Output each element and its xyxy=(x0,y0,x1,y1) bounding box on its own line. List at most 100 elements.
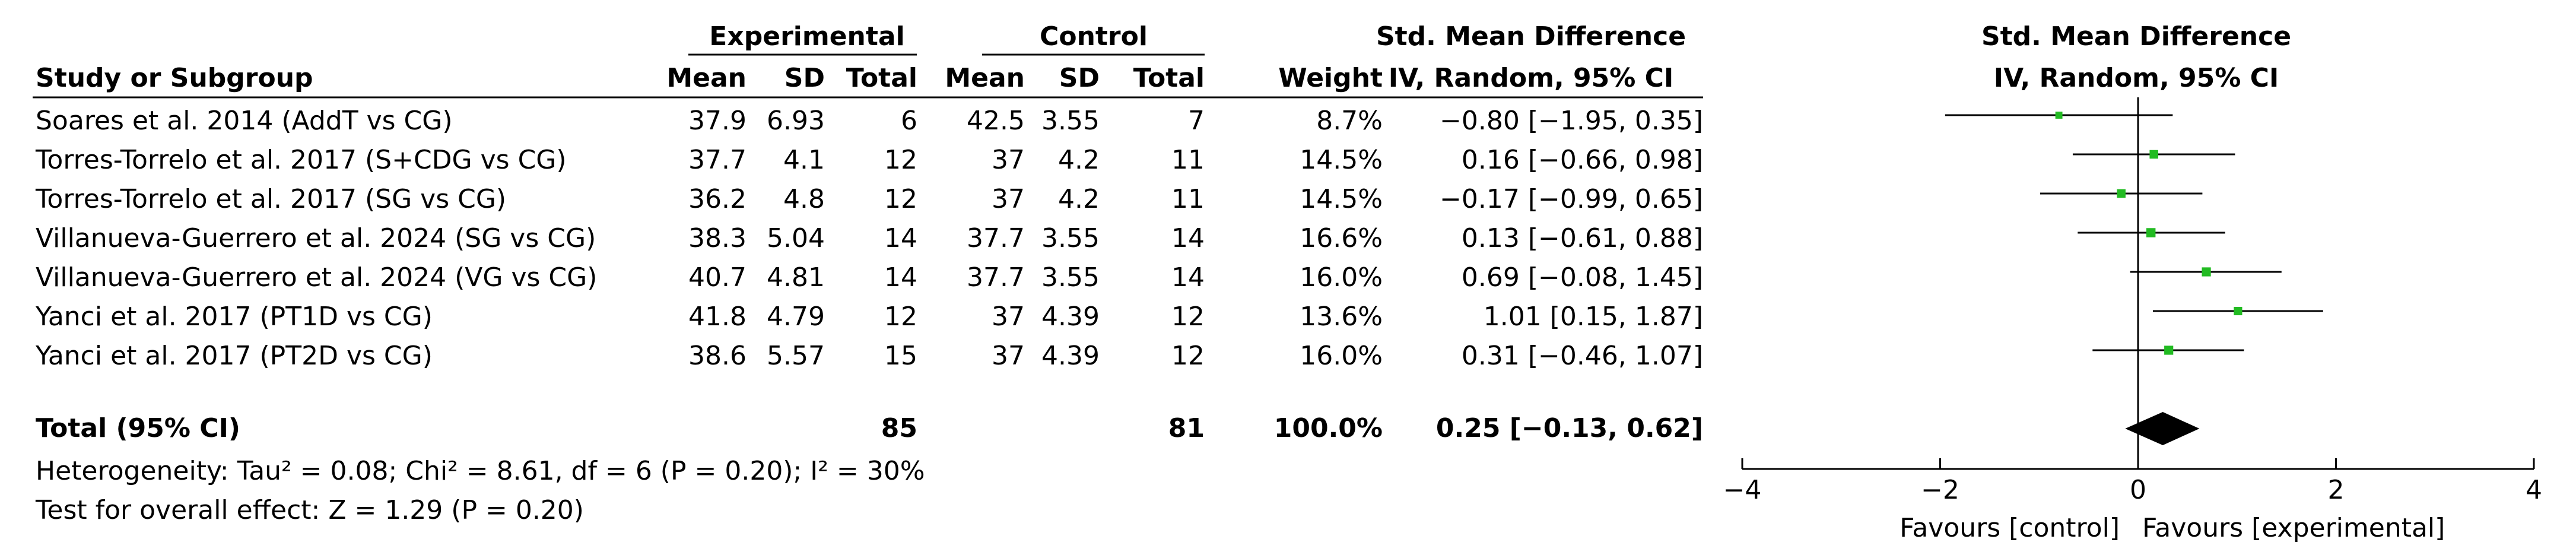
table-row: Torres-Torrelo et al. 2017 (S+CDG vs CG)… xyxy=(35,145,1703,175)
pooled-diamond xyxy=(2125,412,2200,445)
x-tick-label: −2 xyxy=(1921,475,1959,505)
exp-total: 15 xyxy=(884,341,917,371)
header-experimental: Experimental xyxy=(709,21,904,52)
ci-value: −0.17 [−0.99, 0.65] xyxy=(1440,184,1703,214)
header-ctrl-mean: Mean xyxy=(945,63,1025,93)
ctrl-sd: 3.55 xyxy=(1041,262,1100,293)
forest-plot-area: −4 −2 0 2 4 xyxy=(1723,97,2542,505)
ctrl-sd: 3.55 xyxy=(1041,106,1100,136)
exp-total: 12 xyxy=(884,184,917,214)
header-ctrl-total: Total xyxy=(1133,63,1205,93)
ctrl-sd: 4.2 xyxy=(1058,184,1100,214)
study-rows: Soares et al. 2014 (AddT vs CG) 37.9 6.9… xyxy=(35,106,1703,371)
exp-sd: 5.04 xyxy=(767,223,825,253)
ctrl-mean: 42.5 xyxy=(967,106,1025,136)
header-ctrl-sd: SD xyxy=(1059,63,1100,93)
point-estimate-marker xyxy=(2164,345,2174,355)
ci-value: 0.69 [−0.08, 1.45] xyxy=(1462,262,1703,293)
total-exp-n: 85 xyxy=(881,413,917,443)
exp-sd: 6.93 xyxy=(767,106,825,136)
x-tick-label: −4 xyxy=(1723,475,1762,505)
weight-value: 16.6% xyxy=(1300,223,1383,253)
point-estimate-marker xyxy=(2055,112,2063,119)
ctrl-total: 12 xyxy=(1171,302,1205,332)
exp-sd: 4.81 xyxy=(767,262,825,293)
ctrl-total: 11 xyxy=(1171,184,1205,214)
exp-sd: 4.1 xyxy=(783,145,825,175)
weight-value: 8.7% xyxy=(1316,106,1383,136)
ci-value: −0.80 [−1.95, 0.35] xyxy=(1440,106,1703,136)
study-name: Torres-Torrelo et al. 2017 (S+CDG vs CG) xyxy=(35,145,567,175)
header-smd-subtitle: IV, Random, 95% CI xyxy=(1389,63,1674,93)
point-estimate-marker xyxy=(2146,228,2156,237)
table-row: Yanci et al. 2017 (PT1D vs CG) 41.8 4.79… xyxy=(35,302,1703,332)
ctrl-mean: 37 xyxy=(992,302,1025,332)
exp-total: 6 xyxy=(901,106,917,136)
study-name: Villanueva-Guerrero et al. 2024 (VG vs C… xyxy=(36,262,597,293)
exp-total: 14 xyxy=(884,262,917,293)
header-exp-sd: SD xyxy=(784,63,825,93)
study-name: Torres-Torrelo et al. 2017 (SG vs CG) xyxy=(35,184,506,214)
table-row: Soares et al. 2014 (AddT vs CG) 37.9 6.9… xyxy=(36,106,1703,136)
ctrl-mean: 37 xyxy=(992,184,1025,214)
exp-mean: 37.9 xyxy=(688,106,747,136)
exp-total: 14 xyxy=(884,223,917,253)
table-row: Yanci et al. 2017 (PT2D vs CG) 38.6 5.57… xyxy=(35,341,1703,371)
ctrl-total: 12 xyxy=(1171,341,1205,371)
x-tick-label: 2 xyxy=(2328,475,2345,505)
ctrl-total: 11 xyxy=(1171,145,1205,175)
exp-mean: 36.2 xyxy=(688,184,747,214)
ci-value: 0.31 [−0.46, 1.07] xyxy=(1462,341,1703,371)
total-label: Total (95% CI) xyxy=(36,413,240,443)
overall-effect-text: Test for overall effect: Z = 1.29 (P = 0… xyxy=(35,495,584,525)
total-weight: 100.0% xyxy=(1274,413,1383,443)
heterogeneity-text: Heterogeneity: Tau² = 0.08; Chi² = 8.61,… xyxy=(36,456,925,486)
header-control: Control xyxy=(1040,21,1148,52)
exp-mean: 40.7 xyxy=(688,262,747,293)
weight-value: 16.0% xyxy=(1300,262,1383,293)
ci-value: 0.13 [−0.61, 0.88] xyxy=(1462,223,1703,253)
ctrl-mean: 37.7 xyxy=(967,223,1025,253)
total-ci: 0.25 [−0.13, 0.62] xyxy=(1436,413,1703,443)
weight-value: 16.0% xyxy=(1300,341,1383,371)
ctrl-mean: 37 xyxy=(992,145,1025,175)
exp-sd: 4.8 xyxy=(783,184,825,214)
exp-total: 12 xyxy=(884,145,917,175)
exp-sd: 5.57 xyxy=(767,341,825,371)
ci-value: 0.16 [−0.66, 0.98] xyxy=(1462,145,1703,175)
header-plot-subtitle: IV, Random, 95% CI xyxy=(1994,63,2279,93)
header-exp-total: Total xyxy=(846,63,917,93)
header-plot-title: Std. Mean Difference xyxy=(1981,21,2291,52)
exp-mean: 41.8 xyxy=(688,302,747,332)
exp-mean: 38.6 xyxy=(688,341,747,371)
header-smd-title: Std. Mean Difference xyxy=(1376,21,1686,52)
study-name: Soares et al. 2014 (AddT vs CG) xyxy=(36,106,453,136)
point-estimate-marker xyxy=(2149,150,2158,159)
total-ctrl-n: 81 xyxy=(1168,413,1205,443)
ctrl-total: 14 xyxy=(1171,262,1205,293)
favours-experimental-label: Favours [experimental] xyxy=(2142,513,2445,543)
header-exp-mean: Mean xyxy=(666,63,747,93)
ctrl-mean: 37 xyxy=(992,341,1025,371)
ci-value: 1.01 [0.15, 1.87] xyxy=(1484,302,1703,332)
total-row: Total (95% CI) 85 81 100.0% 0.25 [−0.13,… xyxy=(36,413,1703,443)
ctrl-total: 7 xyxy=(1188,106,1205,136)
weight-value: 14.5% xyxy=(1300,145,1383,175)
ctrl-total: 14 xyxy=(1171,223,1205,253)
ctrl-sd: 3.55 xyxy=(1041,223,1100,253)
ctrl-sd: 4.39 xyxy=(1041,341,1100,371)
exp-mean: 37.7 xyxy=(688,145,747,175)
exp-total: 12 xyxy=(884,302,917,332)
study-name: Villanueva-Guerrero et al. 2024 (SG vs C… xyxy=(36,223,596,253)
point-estimate-marker xyxy=(2117,189,2126,198)
ctrl-sd: 4.2 xyxy=(1058,145,1100,175)
table-row: Villanueva-Guerrero et al. 2024 (SG vs C… xyxy=(36,223,1703,253)
table-row: Villanueva-Guerrero et al. 2024 (VG vs C… xyxy=(36,262,1703,293)
point-estimate-marker xyxy=(2234,306,2243,316)
point-estimate-marker xyxy=(2202,267,2211,277)
ctrl-mean: 37.7 xyxy=(967,262,1025,293)
header-weight: Weight xyxy=(1278,63,1383,93)
header-study: Study or Subgroup xyxy=(36,63,313,93)
exp-sd: 4.79 xyxy=(767,302,825,332)
exp-mean: 38.3 xyxy=(688,223,747,253)
